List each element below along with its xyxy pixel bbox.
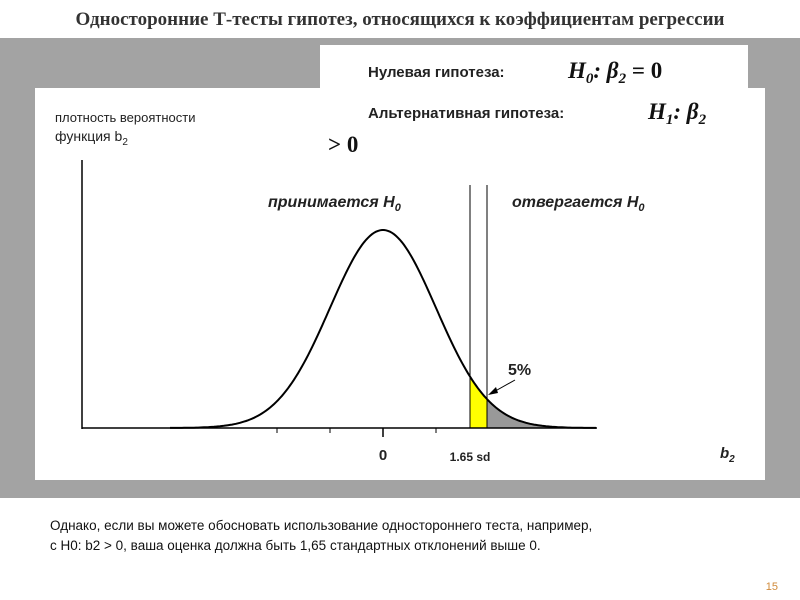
formula-sub: 2 [618,71,627,87]
density-curve [170,229,596,429]
footer-note: с H0: b2 > 0, ваша оценка должна быть 1,… [50,538,541,553]
diagram-panel [35,88,765,480]
formula-sub: 1 [666,112,674,128]
x-label: b2 [720,445,735,465]
critical-band [470,376,487,428]
formula-part: H [647,99,667,124]
null-formula: H0: β2 = 0 [567,58,662,87]
label-part: принимается H [268,194,395,211]
reject-label: отвергается H0 [512,194,645,214]
page-number: 15 [766,581,778,593]
title: Односторонние Т-тесты гипотез, относящих… [76,9,725,30]
x-label-sub: 2 [728,454,735,465]
label-sub: 0 [638,202,645,214]
formula-sub: 0 [586,71,594,87]
y-label-sub: 2 [122,137,128,148]
label-part: отвергается H [512,194,639,211]
formula-sub: 2 [698,112,707,128]
y-label-part: функция b [55,128,123,144]
hypothesis-box [320,45,748,135]
zero-label: 0 [379,447,387,464]
accept-label: принимается H0 [268,194,402,214]
tail-label: 5% [508,362,531,379]
y-label: плотность вероятности [55,110,196,125]
x-label-part: b [720,445,729,462]
distribution [170,229,596,429]
label-sub: 0 [395,202,402,214]
rejection-area [487,399,596,428]
critical-label: 1.65 sd [450,450,491,464]
formula-part: : β [593,58,618,83]
formula-part: H [567,58,587,83]
null-label: Нулевая гипотеза: [368,64,505,81]
alt-label: Альтернативная гипотеза: [368,105,564,122]
alt-continuation: > 0 [328,132,358,157]
footer-note: Однако, если вы можете обосновать исполь… [50,518,592,533]
pointer-head [488,387,498,395]
y-label: функция b2 [55,128,128,148]
formula-part: : β [673,99,698,124]
formula-part: = 0 [626,58,662,83]
alt-formula: H1: β2 [647,99,707,128]
